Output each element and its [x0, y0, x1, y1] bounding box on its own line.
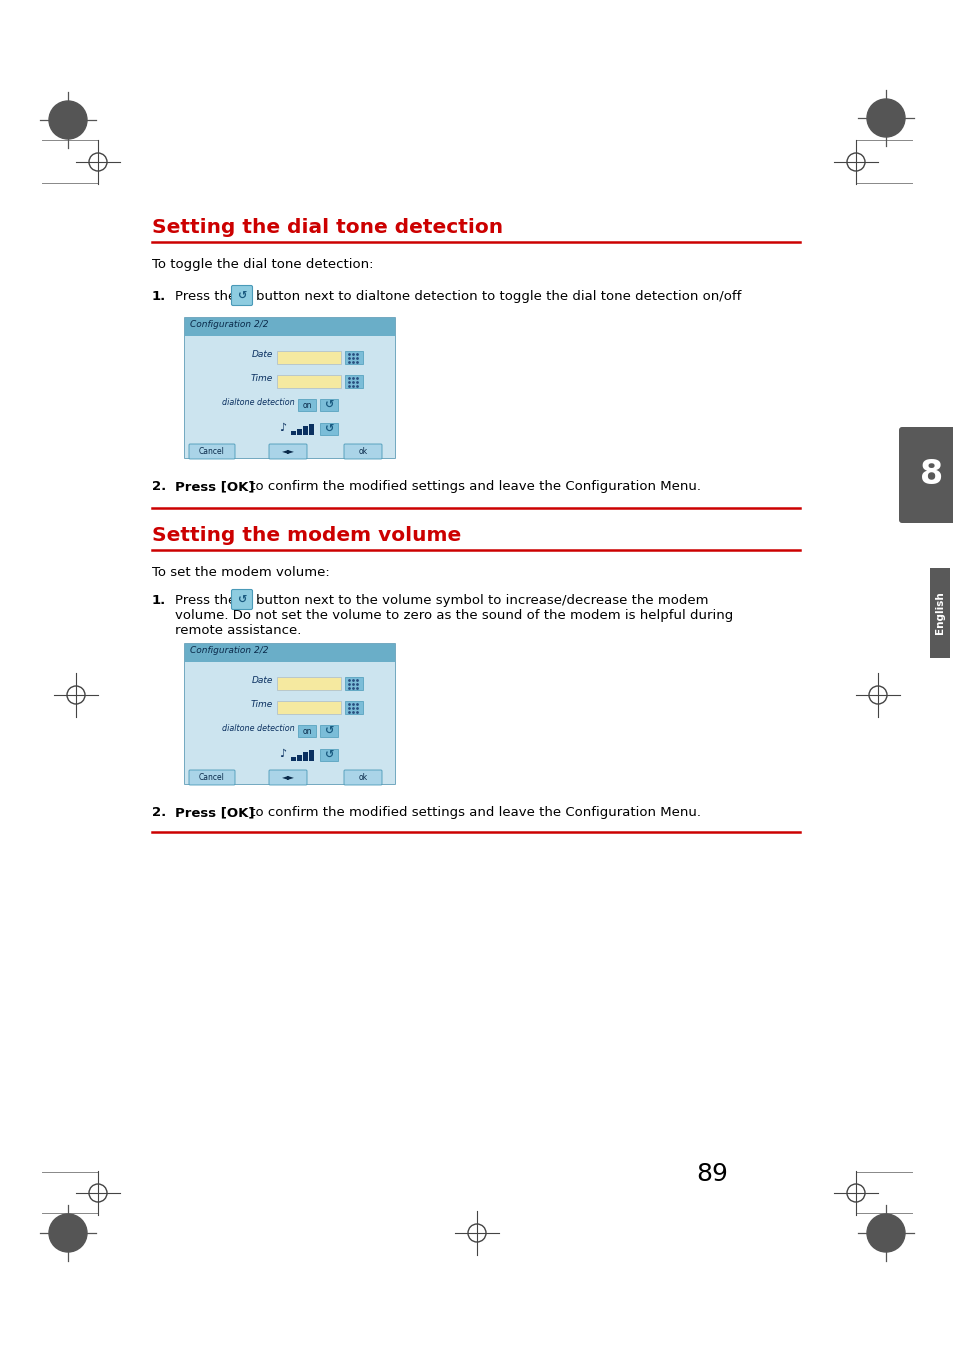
FancyBboxPatch shape: [189, 769, 234, 784]
Text: volume. Do not set the volume to zero as the sound of the modem is helpful durin: volume. Do not set the volume to zero as…: [174, 609, 733, 622]
Text: ♪: ♪: [279, 423, 286, 433]
Text: dialtone detection: dialtone detection: [222, 398, 294, 406]
Text: English: English: [934, 591, 944, 634]
Text: Time: Time: [251, 701, 273, 709]
Text: Time: Time: [251, 374, 273, 383]
Bar: [319, 400, 337, 410]
Bar: [296, 428, 302, 435]
FancyBboxPatch shape: [232, 590, 253, 609]
Text: Date: Date: [252, 676, 273, 684]
Text: Cancel: Cancel: [199, 447, 225, 455]
Text: ↺: ↺: [324, 424, 334, 433]
Bar: [319, 749, 337, 761]
Text: on: on: [302, 401, 312, 409]
Text: 2.: 2.: [152, 806, 166, 819]
Bar: [303, 427, 308, 435]
Bar: [185, 644, 395, 662]
Text: Configuration 2/2: Configuration 2/2: [190, 320, 268, 329]
Text: 89: 89: [696, 1162, 727, 1187]
Text: ok: ok: [358, 447, 367, 455]
Bar: [925, 431, 953, 520]
Bar: [345, 351, 363, 364]
Text: Setting the modem volume: Setting the modem volume: [152, 526, 460, 545]
Bar: [185, 319, 395, 336]
Bar: [296, 755, 302, 761]
Text: Press the: Press the: [174, 594, 236, 608]
FancyBboxPatch shape: [898, 427, 953, 522]
Bar: [185, 662, 395, 784]
Text: ok: ok: [358, 772, 367, 782]
Bar: [929, 568, 949, 657]
Text: Date: Date: [252, 350, 273, 359]
Text: Press [OK]: Press [OK]: [174, 806, 254, 819]
Bar: [291, 431, 295, 435]
Text: to confirm the modified settings and leave the Configuration Menu.: to confirm the modified settings and lea…: [246, 806, 700, 819]
Text: ↺: ↺: [324, 751, 334, 760]
FancyBboxPatch shape: [344, 444, 381, 459]
Text: ↺: ↺: [237, 594, 247, 605]
Text: on: on: [302, 726, 312, 736]
Text: ↺: ↺: [237, 290, 247, 301]
Text: ↺: ↺: [324, 726, 334, 736]
Bar: [309, 424, 314, 435]
Bar: [345, 701, 363, 714]
Bar: [319, 725, 337, 737]
Bar: [185, 644, 395, 784]
Circle shape: [49, 1214, 87, 1251]
Text: Configuration 2/2: Configuration 2/2: [190, 647, 268, 655]
FancyBboxPatch shape: [344, 769, 381, 784]
Bar: [309, 749, 314, 761]
Bar: [291, 757, 295, 761]
Bar: [276, 701, 340, 714]
Bar: [297, 725, 315, 737]
Bar: [319, 423, 337, 435]
FancyBboxPatch shape: [232, 285, 253, 305]
FancyBboxPatch shape: [189, 444, 234, 459]
Text: Press [OK]: Press [OK]: [174, 481, 254, 493]
Bar: [345, 375, 363, 387]
Text: To set the modem volume:: To set the modem volume:: [152, 566, 330, 579]
Text: Setting the dial tone detection: Setting the dial tone detection: [152, 217, 502, 238]
Text: 1.: 1.: [152, 594, 166, 608]
Text: button next to the volume symbol to increase/decrease the modem: button next to the volume symbol to incr…: [255, 594, 708, 608]
Text: 8: 8: [920, 459, 943, 491]
Bar: [185, 336, 395, 458]
Circle shape: [866, 99, 904, 136]
Text: Press the: Press the: [174, 290, 236, 302]
FancyBboxPatch shape: [269, 769, 307, 784]
Text: ↺: ↺: [324, 400, 334, 410]
Bar: [276, 351, 340, 364]
Text: 2.: 2.: [152, 481, 166, 493]
Text: button next to dialtone detection to toggle the dial tone detection on/off: button next to dialtone detection to tog…: [255, 290, 740, 302]
Text: ♪: ♪: [279, 749, 286, 759]
Bar: [345, 676, 363, 690]
Text: Cancel: Cancel: [199, 772, 225, 782]
FancyBboxPatch shape: [269, 444, 307, 459]
Text: remote assistance.: remote assistance.: [174, 624, 301, 637]
Text: ◄►: ◄►: [281, 447, 294, 455]
Bar: [185, 319, 395, 458]
Text: dialtone detection: dialtone detection: [222, 724, 294, 733]
Bar: [276, 375, 340, 387]
Text: to confirm the modified settings and leave the Configuration Menu.: to confirm the modified settings and lea…: [246, 481, 700, 493]
Bar: [303, 752, 308, 761]
Text: To toggle the dial tone detection:: To toggle the dial tone detection:: [152, 258, 374, 271]
Circle shape: [49, 101, 87, 139]
Circle shape: [866, 1214, 904, 1251]
Bar: [297, 400, 315, 410]
Text: 1.: 1.: [152, 290, 166, 302]
Bar: [276, 676, 340, 690]
Text: ◄►: ◄►: [281, 772, 294, 782]
